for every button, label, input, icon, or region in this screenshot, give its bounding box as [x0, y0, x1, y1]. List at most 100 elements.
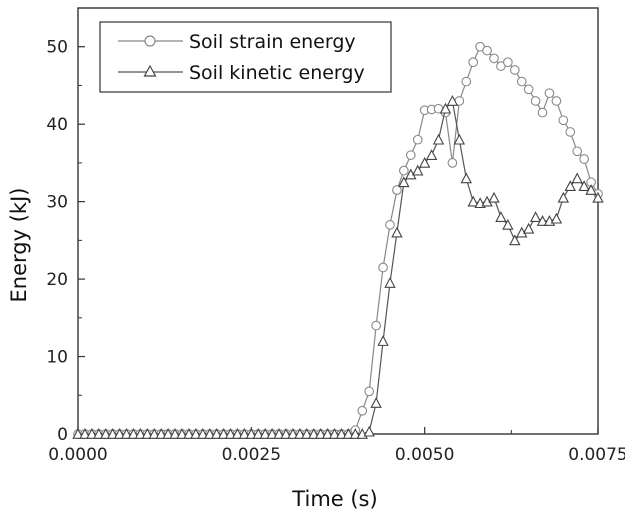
y-tick-label: 50 — [46, 38, 68, 58]
y-tick-label: 40 — [46, 115, 68, 135]
kinetic-point — [529, 211, 542, 222]
kinetic-point — [349, 428, 362, 439]
kinetic-point — [342, 428, 355, 439]
kinetic-point — [155, 428, 167, 439]
kinetic-point — [592, 191, 604, 203]
strain-point — [530, 96, 541, 106]
strain-point — [482, 45, 492, 56]
kinetic-point — [190, 428, 202, 439]
y-axis-label: Energy (kJ) — [7, 188, 31, 303]
kinetic-point — [280, 428, 292, 439]
kinetic-point — [294, 428, 306, 439]
legend-kinetic-marker — [143, 64, 157, 77]
kinetic-point — [377, 335, 389, 346]
kinetic-point — [217, 428, 230, 439]
series-line-2 — [78, 99, 599, 435]
kinetic-point — [204, 428, 216, 439]
kinetic-point — [252, 428, 264, 439]
kinetic-point — [301, 428, 313, 439]
strain-point — [461, 76, 472, 87]
strain-point — [572, 146, 583, 157]
plot-area: 0.0000 0.0025 0.0050 0.0075 0 10 20 30 40 50 — [46, 7, 625, 465]
x-axis-label: Time (s) — [291, 487, 377, 511]
x-tick-label: 0.0025 — [222, 445, 281, 465]
kinetic-point — [550, 212, 563, 224]
kinetic-point — [585, 184, 597, 195]
kinetic-point — [120, 428, 133, 439]
y-tick-label: 0 — [57, 425, 68, 445]
kinetic-point — [425, 149, 438, 161]
strain-point — [405, 150, 416, 161]
kinetic-point — [308, 428, 320, 439]
x-tick-label: 0.0075 — [568, 445, 625, 465]
kinetic-point — [571, 172, 583, 184]
kinetic-point — [502, 218, 514, 230]
legend-strain-label: Soil strain energy — [189, 31, 356, 53]
strain-point — [378, 262, 388, 273]
strain-point — [544, 88, 555, 99]
kinetic-point — [148, 428, 160, 439]
kinetic-point — [162, 428, 174, 439]
kinetic-point — [224, 428, 237, 439]
kinetic-point — [273, 428, 285, 439]
strain-point — [447, 158, 458, 168]
legend-strain-marker — [144, 35, 156, 47]
kinetic-point — [564, 180, 576, 192]
strain-point — [392, 185, 402, 195]
kinetic-point — [314, 428, 327, 439]
kinetic-point — [287, 428, 299, 439]
kinetic-point — [183, 428, 195, 439]
legend-kinetic-label: Soil kinetic energy — [189, 62, 365, 84]
kinetic-point — [197, 428, 209, 439]
kinetic-point — [363, 425, 375, 437]
y-tick-label: 10 — [46, 348, 68, 368]
kinetic-point — [100, 428, 112, 439]
legend: Soil strain energy Soil kinetic energy — [99, 21, 392, 93]
y-tick-label: 30 — [46, 193, 68, 213]
kinetic-point — [522, 222, 535, 234]
strain-point — [412, 134, 423, 145]
kinetic-point — [557, 191, 570, 203]
kinetic-point — [127, 428, 140, 439]
kinetic-point — [86, 428, 98, 439]
kinetic-point — [446, 94, 459, 106]
strain-point — [537, 107, 548, 118]
kinetic-point — [412, 164, 424, 176]
strain-point — [509, 65, 520, 75]
strain-point — [579, 154, 589, 164]
kinetic-point — [578, 180, 590, 192]
kinetic-point — [321, 428, 334, 439]
kinetic-point — [398, 176, 410, 188]
kinetic-point — [259, 428, 271, 439]
y-tick-label: 20 — [46, 270, 68, 290]
kinetic-point — [460, 172, 472, 184]
kinetic-point — [266, 428, 278, 439]
kinetic-point — [335, 428, 348, 439]
strain-point — [523, 84, 534, 95]
kinetic-point — [72, 428, 84, 439]
strain-point — [399, 165, 409, 176]
strain-point — [357, 405, 368, 416]
strain-point — [385, 220, 395, 230]
kinetic-point — [93, 428, 105, 439]
kinetic-point — [141, 428, 154, 439]
kinetic-point — [418, 156, 431, 168]
kinetic-point — [391, 226, 403, 238]
kinetic-point — [439, 102, 452, 114]
kinetic-point — [384, 276, 396, 288]
series-line-1 — [78, 45, 599, 435]
kinetic-point — [238, 428, 251, 439]
strain-point — [565, 127, 576, 137]
kinetic-point — [488, 191, 500, 203]
kinetic-point — [106, 428, 119, 439]
kinetic-point — [453, 133, 466, 145]
x-tick-label: 0.0050 — [395, 445, 454, 465]
kinetic-point — [210, 428, 223, 439]
kinetic-point — [328, 428, 341, 439]
strain-point — [489, 53, 499, 64]
strain-point — [503, 57, 513, 68]
kinetic-point — [113, 428, 126, 439]
kinetic-point — [231, 428, 244, 439]
strain-point — [468, 57, 479, 68]
